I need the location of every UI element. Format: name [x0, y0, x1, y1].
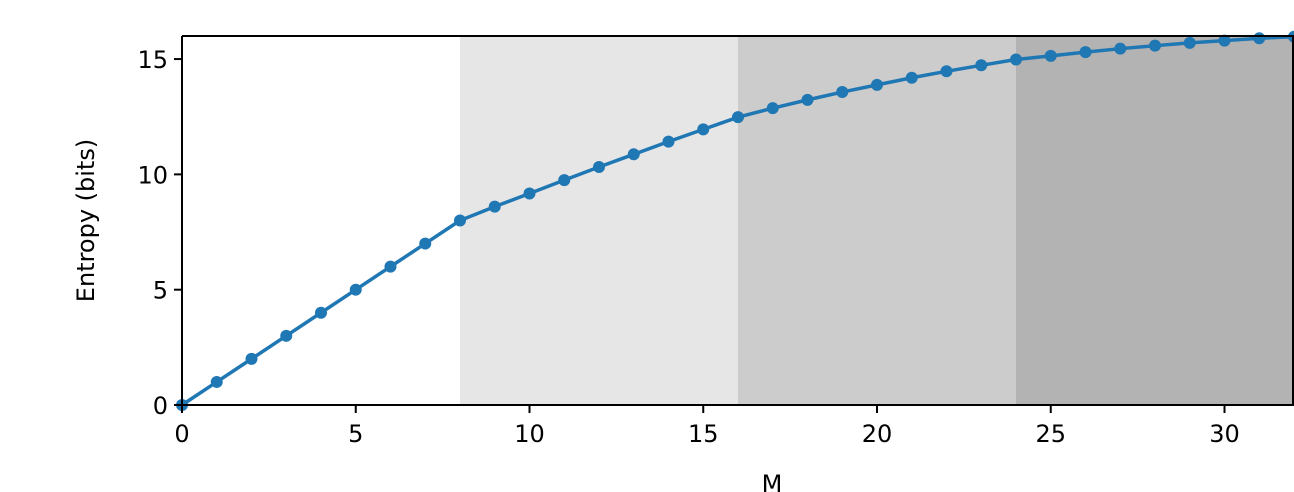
- x-tick-label: 30: [1209, 420, 1240, 448]
- data-point: [1149, 39, 1161, 52]
- data-point: [1253, 32, 1266, 45]
- x-tick-label: 20: [862, 420, 893, 448]
- data-point: [1010, 53, 1022, 66]
- data-point: [940, 65, 953, 78]
- data-point: [1183, 36, 1196, 49]
- y-axis-label: Entropy (bits): [72, 139, 100, 302]
- data-point: [1114, 42, 1127, 55]
- data-point: [1218, 34, 1231, 47]
- series-layer: [176, 30, 1294, 411]
- x-tick-label: 10: [514, 420, 545, 448]
- data-point: [975, 59, 988, 72]
- y-tick-label: 5: [153, 277, 168, 305]
- data-point: [732, 111, 744, 124]
- x-axis-label: M: [762, 470, 783, 492]
- data-point: [627, 148, 640, 161]
- x-tick-label: 15: [688, 420, 719, 448]
- data-point: [662, 135, 675, 148]
- data-point: [280, 329, 293, 342]
- data-point: [593, 160, 605, 173]
- shaded-band-1: [460, 36, 738, 405]
- data-point: [905, 71, 918, 84]
- data-point: [766, 102, 779, 115]
- shaded-band-2: [738, 36, 1016, 405]
- y-tick-label: 10: [137, 161, 168, 189]
- data-point: [523, 187, 536, 200]
- data-point: [419, 237, 432, 250]
- shaded-bands: [460, 36, 1294, 405]
- data-point: [349, 283, 362, 296]
- data-point: [871, 78, 883, 91]
- y-tick-label: 0: [153, 392, 168, 420]
- x-tick-label: 0: [174, 420, 189, 448]
- data-point: [1079, 46, 1092, 59]
- shaded-band-3: [1016, 36, 1294, 405]
- data-point: [210, 375, 223, 388]
- x-tick-label: 25: [1035, 420, 1066, 448]
- y-tick-label: 15: [137, 46, 168, 74]
- x-tick-label: 5: [348, 420, 363, 448]
- data-point: [801, 93, 814, 106]
- data-point: [315, 306, 327, 319]
- data-point: [1044, 49, 1057, 62]
- data-point: [384, 260, 397, 273]
- data-point: [697, 123, 710, 136]
- data-point: [245, 352, 258, 365]
- data-point: [558, 174, 571, 187]
- data-point: [454, 214, 466, 227]
- data-point: [836, 86, 849, 99]
- axes: 0 5 10 15 20 25 30 0 5 10 15: [137, 35, 1294, 448]
- data-point: [488, 200, 501, 213]
